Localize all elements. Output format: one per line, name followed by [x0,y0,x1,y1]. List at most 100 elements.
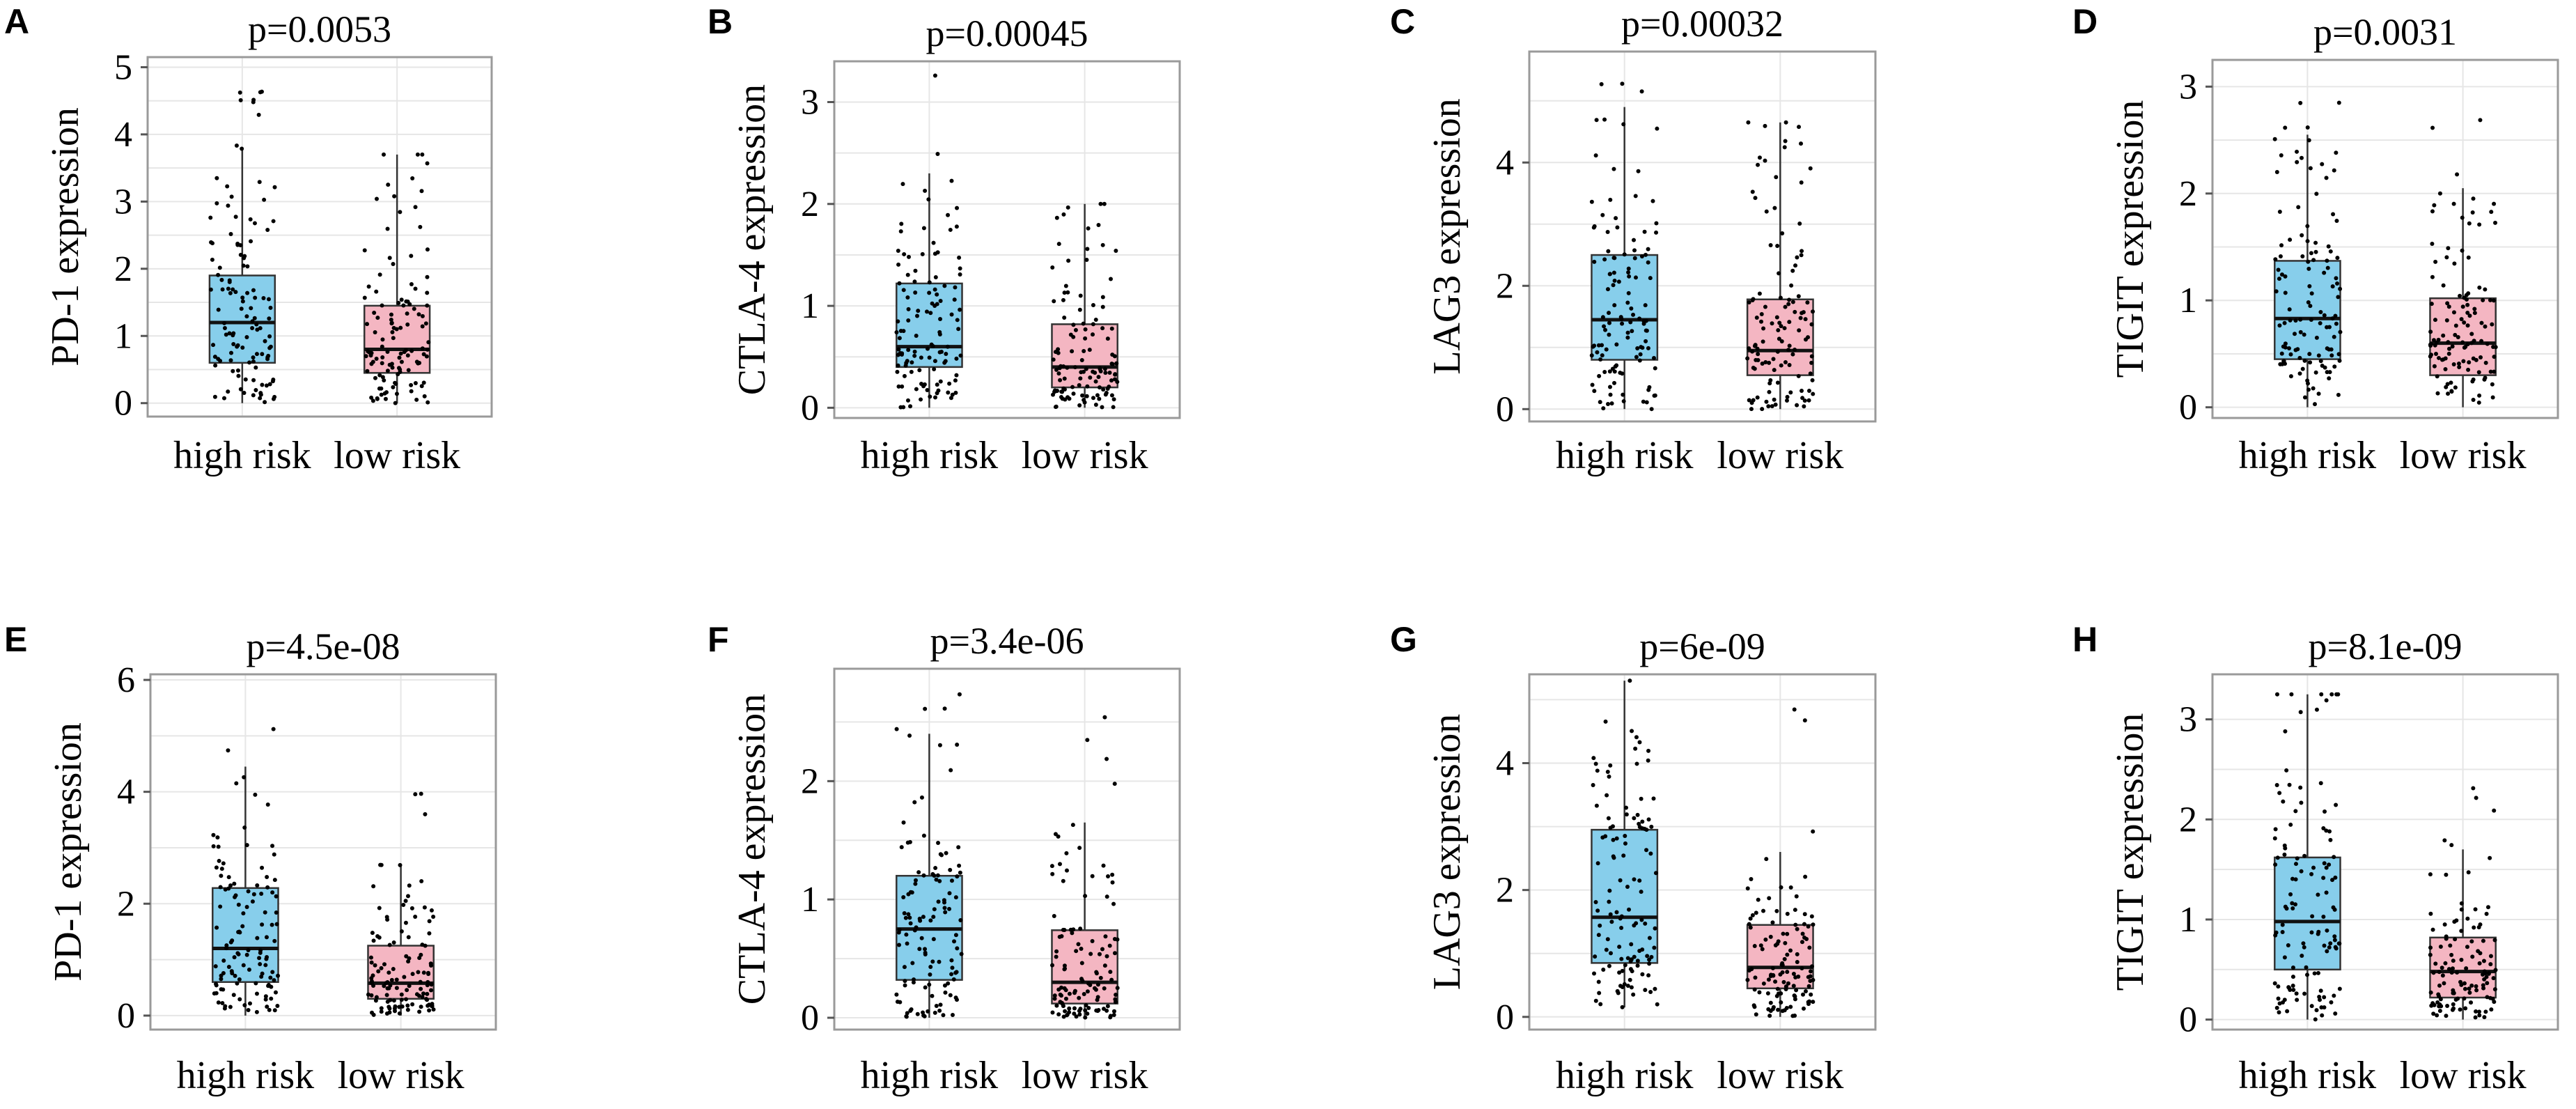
data-point [416,312,421,317]
data-point [928,972,932,977]
data-point [2290,876,2295,881]
data-point [1629,942,1634,947]
data-point [2327,376,2332,381]
data-point [413,205,418,210]
data-point [2307,284,2312,288]
data-point [2336,100,2341,105]
data-point [2287,346,2292,350]
data-point [1642,826,1647,831]
data-point [896,262,901,267]
data-point [1748,925,1753,930]
data-point [421,991,426,996]
data-point [1621,392,1625,397]
data-point [2483,1009,2488,1014]
data-point [927,982,932,987]
data-point [1807,945,1812,950]
data-point [390,329,395,334]
data-point [2290,965,2295,970]
data-point [943,990,948,995]
data-point [1593,998,1598,1003]
data-point [211,343,216,348]
data-point [2461,359,2466,364]
data-point [1091,322,1095,327]
data-point [905,272,910,277]
data-point [1627,977,1632,982]
data-point [233,893,238,898]
data-point [275,1003,280,1008]
data-point [374,995,379,1000]
data-point [240,299,245,304]
data-point [2469,1000,2474,1005]
data-point [2322,270,2327,275]
data-point [902,373,907,378]
data-point [2459,929,2464,933]
data-point [274,910,279,915]
data-point [2488,297,2492,302]
data-point [1605,793,1609,798]
data-point [954,373,959,378]
data-point [2290,906,2295,910]
data-point [2449,380,2453,385]
data-point [1785,970,1790,975]
data-point [1088,952,1093,956]
data-point [1600,315,1605,320]
data-point [425,983,430,988]
data-point [2312,971,2317,976]
data-point [1607,320,1611,325]
data-point [917,368,922,373]
data-point [1756,352,1761,357]
data-point [272,938,277,943]
data-point [1763,123,1767,128]
data-point [1620,968,1625,973]
data-point [2441,357,2446,362]
data-point [221,971,226,976]
data-point [2326,244,2331,249]
data-point [2451,310,2456,315]
data-point [1056,347,1061,352]
data-point [413,792,418,797]
data-point [2448,943,2453,948]
data-point [1598,1002,1603,1007]
data-point [1644,848,1649,853]
data-point [2334,802,2339,807]
data-point [235,343,240,348]
data-point [238,243,243,248]
data-point [422,905,427,910]
data-point [1056,371,1061,376]
data-point [1641,399,1646,404]
data-point [2430,125,2435,130]
data-point [932,359,937,364]
data-point [941,1013,946,1018]
data-point [913,268,918,273]
data-point [1102,963,1107,968]
data-point [952,297,957,302]
data-point [252,221,257,226]
data-point [2428,990,2433,995]
data-point [1620,321,1625,326]
data-point [2428,343,2433,348]
data-point [1655,1002,1660,1007]
data-point [2311,386,2316,391]
data-point [2302,853,2307,858]
data-point [1643,988,1648,993]
data-point [1049,963,1054,968]
data-point [419,384,424,389]
data-point [2277,1010,2281,1015]
data-point [2482,377,2487,382]
data-points [366,791,436,1017]
data-point [2483,324,2488,329]
data-point [1776,1007,1781,1012]
data-point [1113,997,1118,1002]
data-point [1595,768,1600,773]
box-high-risk [2272,100,2343,408]
y-tick-label: 0 [114,384,132,424]
data-point [1109,378,1114,383]
data-point [1605,769,1610,774]
data-point [1646,748,1651,753]
data-point [1794,894,1799,899]
data-point [1596,343,1601,348]
data-point [405,353,410,358]
data-point [405,311,409,316]
data-point [1051,357,1056,362]
y-axis-label: PD-1 expression [47,722,90,982]
